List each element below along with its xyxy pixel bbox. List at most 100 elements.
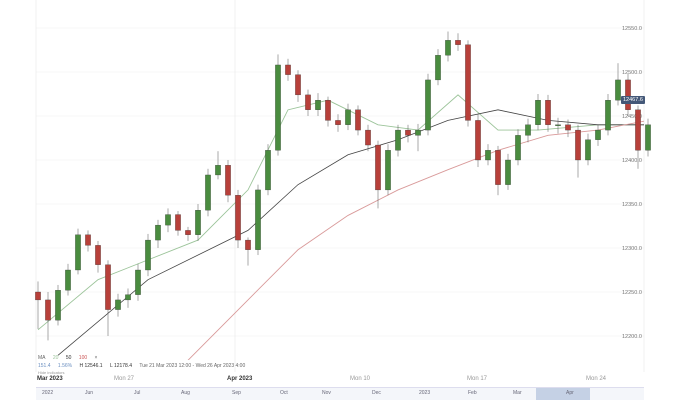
y-tick-label: 12250.0 [622,290,642,296]
nav-label: Jul [134,390,141,396]
ma-100-line [187,120,644,360]
candle-down [625,79,631,110]
candle-down [565,124,571,131]
ma-50-label[interactable]: 50 [65,355,72,361]
candle-down [355,109,361,131]
candle-down [405,129,411,136]
y-tick-label: 12200.0 [622,334,642,340]
candle-down [495,150,501,185]
candle-up [645,124,651,151]
candle-down [335,120,341,125]
candle-down [305,94,311,110]
candle-up [205,174,211,211]
candle-up [165,214,171,226]
candle-down [175,214,181,231]
candle-down [375,144,381,191]
candle-up [435,55,441,81]
nav-label: Feb [468,390,477,396]
candle-up [415,129,421,136]
candle-up [505,159,511,185]
candle-down [475,120,481,161]
nav-label: 2023 [419,390,431,396]
ohlc-summary: 151.4 1.56% H 12546.1 L 12178.4 Tue 21 M… [38,363,251,369]
candle-up [615,79,621,101]
last-price-label: 12467.6 [621,96,645,104]
x-tick-label: Mon 24 [586,376,607,382]
candle-up [535,100,541,125]
change-value: 151.4 [38,363,51,369]
navigator-selection[interactable] [536,388,590,400]
candle-down [225,165,231,196]
candle-down [635,109,641,151]
candle-up [425,79,431,131]
candle-down [35,291,41,301]
candle-down [325,100,331,121]
nav-label: Nov [322,390,331,396]
candle-down [45,299,51,321]
candle-up [555,124,561,126]
candle-up [75,234,81,271]
candle-up [605,100,611,131]
y-tick-label: 12400.0 [622,158,642,164]
ma-legend: MA 20 50 100 × [38,355,103,361]
candle-up [395,129,401,151]
candle-up [125,294,131,301]
candle-up [255,189,261,250]
candle-up [215,165,221,176]
candle-down [575,129,581,161]
candle-up [585,139,591,161]
candle-up [445,40,451,56]
nav-label: Dec [372,390,381,396]
candlestick-chart: 12200.0 12250.0 12300.0 12350.0 12400.0 12450… [35,0,651,372]
candle-up [385,150,391,191]
x-tick-label: Mon 27 [114,376,135,382]
candle-down [85,234,91,246]
y-tick-label: 12350.0 [622,202,642,208]
y-tick-label: 12450.0 [622,114,642,120]
nav-label: Oct [280,390,288,396]
y-tick-label: 12550.0 [622,26,642,32]
ma-50-line [57,109,644,356]
x-tick-label: Mar 2023 [37,376,63,382]
candle-up [135,269,141,295]
nav-label: 2022 [42,390,54,396]
candle-down [285,64,291,75]
high-value: H 12546.1 [79,363,103,369]
close-icon[interactable]: × [94,355,98,361]
candle-up [595,129,601,140]
nav-label: Aug [181,390,190,396]
candle-up [145,239,151,271]
navigator[interactable]: 2022 Jun Jul Aug Sep Oct Nov Dec 2023 Fe… [36,387,644,400]
candle-up [115,299,121,310]
candle-up [485,150,491,161]
candle-up [195,210,201,235]
nav-label: Sep [232,390,241,396]
candle-up [315,100,321,110]
candle-up [275,64,281,151]
y-tick-label: 12500.0 [622,70,642,76]
candle-down [95,245,101,265]
y-tick-label: 12300.0 [622,246,642,252]
candle-down [245,239,251,250]
x-tick-label: Apr 2023 [227,376,253,382]
candle-up [265,150,271,191]
nav-label: Apr [566,390,574,396]
candle-down [455,40,461,45]
candle-up [345,109,351,125]
ma-label: MA [38,355,46,361]
candle-down [295,74,301,96]
ma-100-label[interactable]: 100 [78,355,88,361]
candle-down [545,100,551,125]
date-range: Tue 21 Mar 2023 12:00 - Wed 26 Apr 2023 … [139,363,246,369]
ma-20-label[interactable]: 20 [52,355,59,361]
change-pct: 1.56% [57,363,73,369]
candle-down [465,44,471,121]
hide-indicators-link[interactable]: Hide indicators [38,370,65,375]
low-value: L 12178.4 [109,363,133,369]
candle-up [65,269,71,291]
candle-up [525,124,531,136]
candle-down [235,195,241,241]
candle-down [365,129,371,146]
candle-up [155,224,161,241]
